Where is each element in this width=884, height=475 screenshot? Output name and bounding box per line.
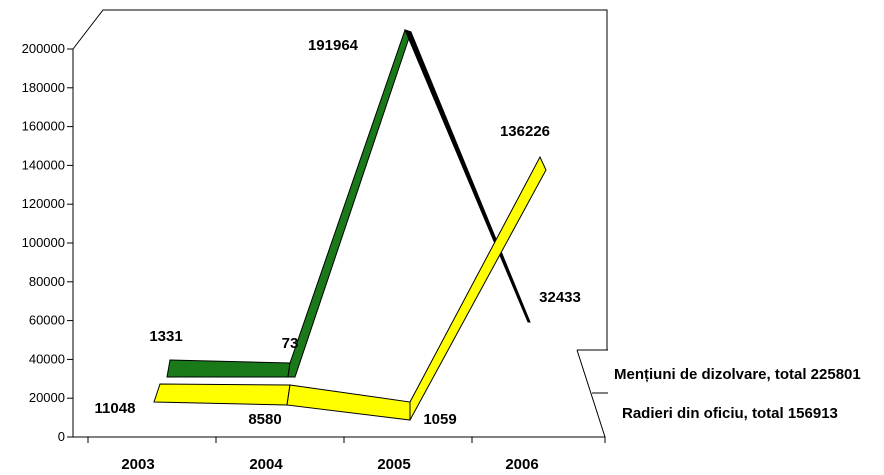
series-mentiuni-segment	[166, 359, 291, 378]
y-tick-label: 140000	[22, 157, 65, 172]
series-radieri-segment	[286, 384, 411, 421]
x-axis: 2003 2004 2005 2006	[87, 437, 606, 473]
series-radieri	[153, 155, 547, 421]
data-label: 1059	[423, 411, 456, 428]
series-layer	[153, 29, 547, 421]
y-tick-label: 100000	[22, 235, 65, 250]
data-label: 8580	[248, 411, 281, 428]
y-tick-label: 40000	[29, 351, 65, 366]
series-radieri-segment	[409, 155, 547, 421]
x-tick-label: 2005	[377, 456, 410, 473]
y-tick-label: 160000	[22, 119, 65, 134]
data-label: 136226	[500, 123, 550, 140]
y-tick-label: 120000	[22, 196, 65, 211]
floor-helper	[73, 393, 88, 437]
data-label: 1331	[149, 328, 182, 345]
y-tick-label: 200000	[22, 41, 65, 56]
data-label: 11048	[95, 400, 136, 417]
x-tick-label: 2003	[121, 456, 154, 473]
y-tick-label: 180000	[22, 80, 65, 95]
labels-layer: 1331 73 191964 32433 11048 8580 1059 136226 Menț…	[95, 37, 861, 428]
data-label: 191964	[308, 37, 359, 54]
y-tick-label: 0	[58, 429, 65, 444]
y-tick-label: 80000	[29, 274, 65, 289]
data-label: 73	[282, 335, 299, 352]
series-radieri-segment	[153, 383, 291, 406]
series-label-mentiuni: Mențiuni de dizolvare, total 225801	[614, 366, 861, 383]
chart-walls	[72, 9, 608, 438]
series-mentiuni-segment	[404, 29, 531, 323]
back-wall	[72, 9, 608, 350]
data-label: 32433	[539, 289, 581, 306]
series-mentiuni	[166, 29, 531, 378]
y-tick-label: 60000	[29, 313, 65, 328]
series-label-radieri: Radieri din oficiu, total 156913	[622, 405, 838, 422]
x-tick-label: 2004	[249, 456, 283, 473]
y-axis: 0 20000 40000 60000 80000 100000 120000 140000 1…	[22, 41, 73, 444]
series-mentiuni-segment	[287, 29, 412, 378]
y-tick-label: 20000	[29, 390, 65, 405]
x-tick-label: 2006	[505, 456, 538, 473]
